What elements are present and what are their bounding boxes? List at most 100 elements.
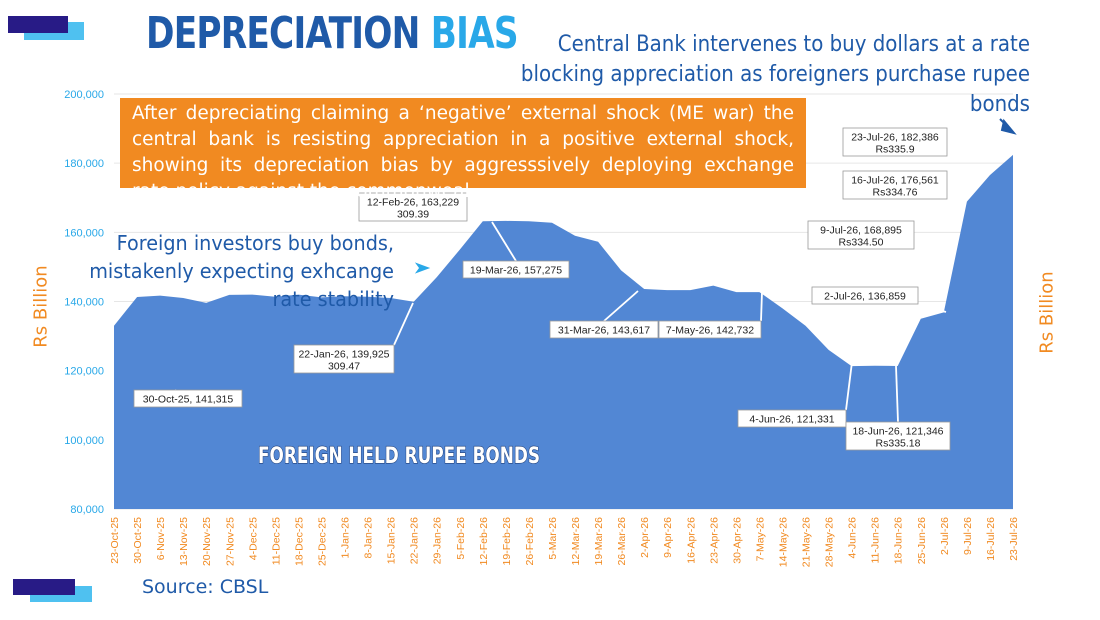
x-tick-label: 6-Nov-25: [155, 517, 167, 560]
x-tick-label: 18-Jun-26: [893, 517, 905, 564]
x-tick-label: 16-Apr-26: [685, 517, 697, 564]
callout-box: [811, 286, 919, 305]
x-tick-label: 11-Jun-26: [870, 517, 882, 564]
y-tick-label: 80,000: [70, 504, 104, 516]
callout-box: [842, 170, 948, 200]
callout-subtext: 309.39: [397, 209, 429, 221]
arrow-icon: [414, 262, 431, 274]
x-tick-label: 20-Nov-25: [201, 517, 213, 566]
callout-box: [842, 127, 948, 157]
callout-leader: [895, 365, 899, 423]
callout-text: 2-Jul-26, 136,859: [824, 291, 906, 303]
x-tick-label: 14-May-26: [777, 517, 789, 567]
x-tick-label: 13-Nov-25: [178, 517, 190, 566]
callout-text: 4-Jun-26, 121,331: [749, 414, 834, 426]
callout-box: [658, 320, 762, 339]
callout-text: 30-Oct-25, 141,315: [143, 394, 234, 406]
corner-bar-dark-bottom: [13, 579, 75, 595]
y-tick-label: 200,000: [64, 89, 104, 101]
x-tick-label: 16-Jul-26: [985, 517, 997, 561]
callout-text: 7-May-26, 142,732: [666, 325, 754, 337]
callout-leader: [845, 361, 853, 411]
x-tick-label: 4-Jun-26: [847, 517, 859, 559]
x-tick-label: 23-Apr-26: [708, 517, 720, 564]
callout-subtext: 309.47: [328, 361, 360, 373]
x-tick-label: 18-Dec-25: [293, 517, 305, 566]
callout-box: [549, 320, 659, 339]
x-tick-label: 19-Feb-26: [501, 517, 513, 566]
title-part1: DEPRECIATION: [146, 8, 420, 59]
callout-text: 18-Jun-26, 121,346: [852, 426, 943, 438]
callout-text: 22-Jan-26, 139,925: [298, 349, 389, 361]
callout-text: 16-Jul-26, 176,561: [851, 175, 939, 187]
x-tick-label: 8-Jan-26: [363, 517, 375, 559]
x-tick-label: 19-Mar-26: [593, 517, 605, 566]
chart-title: DEPRECIATION BIAS: [146, 8, 519, 59]
x-tick-label: 5-Mar-26: [547, 517, 559, 560]
x-tick-label: 9-Jul-26: [962, 517, 974, 555]
x-tick-label: 15-Jan-26: [386, 517, 398, 564]
x-tick-label: 4-Dec-25: [247, 517, 259, 560]
x-tick-label: 30-Apr-26: [731, 517, 743, 564]
central-bank-note: Central Bank intervenes to buy dollars a…: [520, 32, 1030, 117]
area-label: FOREIGN HELD RUPEE BONDS: [258, 444, 540, 469]
y-axis-label-right: Rs Billion: [1036, 271, 1058, 354]
y-axis-label-left: Rs Billion: [30, 265, 52, 348]
callout-leader: [917, 303, 947, 313]
x-tick-label: 29-Jan-26: [432, 517, 444, 564]
orange-annotation-box: After depreciating claiming a ‘negative’…: [120, 98, 806, 202]
y-tick-label: 180,000: [64, 158, 104, 170]
callout-leader: [466, 206, 483, 219]
x-tick-label: 11-Dec-25: [270, 517, 282, 565]
callout-text: 9-Jul-26, 168,895: [820, 225, 902, 237]
callout-subtext: Rs335.18: [876, 438, 921, 450]
x-tick-label: 9-Apr-26: [662, 517, 674, 558]
callout-subtext: Rs335.9: [875, 144, 914, 156]
x-tick-label: 26-Feb-26: [524, 517, 536, 566]
source-note: Source: CBSL: [142, 576, 269, 598]
x-tick-label: 2-Jul-26: [939, 517, 951, 555]
callout-leader: [603, 290, 639, 322]
callout-box: [807, 220, 915, 250]
callout-box: [293, 344, 395, 374]
x-tick-label: 30-Oct-25: [132, 517, 144, 564]
x-tick-label: 12-Mar-26: [570, 517, 582, 566]
x-tick-label: 25-Dec-25: [316, 517, 328, 566]
callout-leader: [946, 170, 991, 186]
title-part2: BIAS: [430, 8, 519, 59]
callout-box: [845, 421, 951, 451]
callout-subtext: Rs334.76: [873, 187, 918, 199]
x-tick-label: 7-May-26: [754, 517, 766, 562]
y-tick-label: 100,000: [64, 435, 104, 447]
x-tick-label: 27-Nov-25: [224, 517, 236, 566]
y-tick-label: 160,000: [64, 227, 104, 239]
x-tick-label: 12-Feb-26: [478, 517, 490, 566]
callout-text: 12-Feb-26, 163,229: [367, 197, 459, 209]
x-tick-label: 22-Jan-26: [409, 517, 421, 564]
callout-text: 23-Jul-26, 182,386: [851, 132, 939, 144]
callout-leader: [760, 291, 763, 322]
x-tick-label: 2-Apr-26: [639, 517, 651, 558]
callout-box: [462, 260, 570, 279]
x-tick-label: 26-Mar-26: [616, 517, 628, 566]
callout-leader: [491, 221, 517, 262]
callout-box: [737, 409, 847, 428]
corner-bar-dark-top: [8, 16, 68, 33]
callout-leader: [393, 302, 414, 346]
x-tick-label: 28-May-26: [824, 517, 836, 567]
y-tick-label: 120,000: [64, 366, 104, 378]
callout-text: 19-Mar-26, 157,275: [470, 265, 562, 277]
x-tick-label: 23-Jul-26: [1008, 517, 1020, 561]
callout-leader: [946, 141, 1014, 153]
x-tick-label: 5-Feb-26: [455, 517, 467, 560]
callout-leader: [913, 200, 967, 222]
arrow-icon: [999, 118, 1017, 135]
foreign-investor-note: Foreign investors buy bonds, mistakenly …: [89, 231, 395, 311]
x-tick-label: 23-Oct-25: [109, 517, 121, 564]
callout-box: [358, 192, 468, 222]
y-tick-label: 140,000: [64, 297, 104, 309]
x-tick-label: 1-Jan-26: [340, 517, 352, 559]
callout-box: [133, 389, 243, 408]
x-tick-label: 25-Jun-26: [916, 517, 928, 564]
